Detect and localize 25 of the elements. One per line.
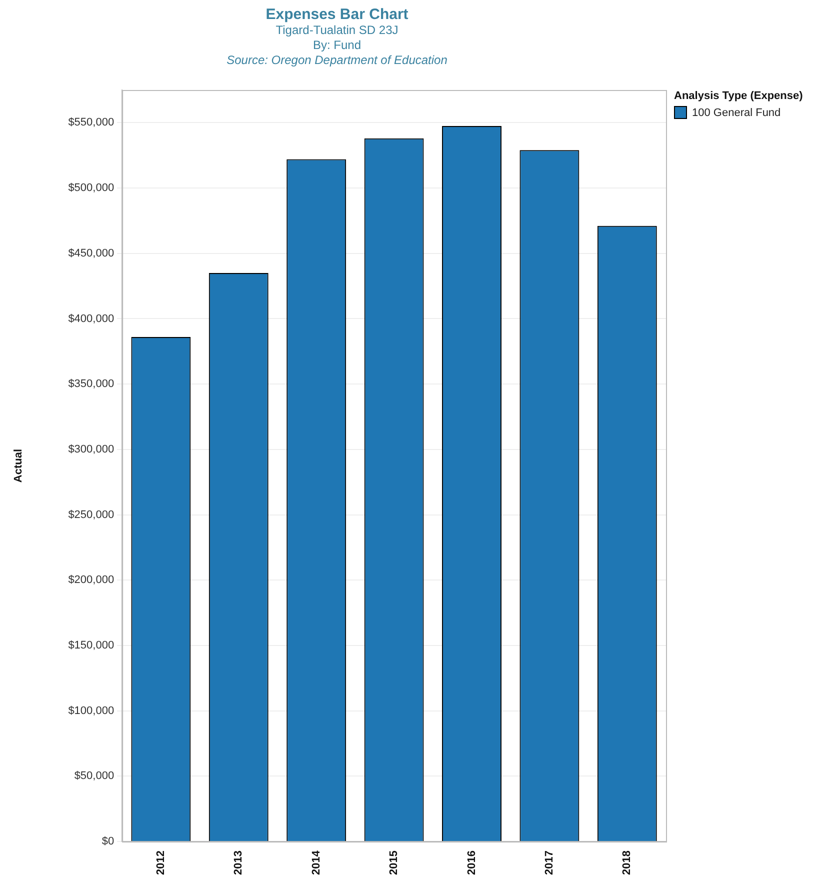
- y-tick-label: $500,000: [68, 182, 114, 194]
- source-note: Source: Oregon Department of Education: [226, 53, 448, 68]
- y-tick-label: $350,000: [68, 378, 114, 390]
- y-tick-label: $0: [102, 836, 114, 848]
- x-tick-label: 2013: [232, 850, 245, 876]
- y-tick-label: $150,000: [68, 640, 114, 652]
- chart-title: Expenses Bar Chart: [264, 6, 410, 23]
- x-tick-label: 2014: [310, 850, 322, 876]
- legend-title: Analysis Type (Expense): [674, 90, 803, 102]
- y-tick-label: $450,000: [68, 247, 114, 260]
- x-tick-label: 2016: [466, 850, 478, 876]
- y-tick-label: $200,000: [68, 574, 114, 586]
- chart-subtitle: Tigard-Tualatin SD 23J By: Fund: [274, 23, 400, 53]
- y-tick-label: $300,000: [68, 443, 114, 456]
- y-tick-label: $50,000: [74, 770, 114, 782]
- y-tick-label: $400,000: [68, 312, 114, 325]
- text: 100 General Fund: [692, 106, 781, 118]
- x-tick-label: 2015: [388, 850, 400, 876]
- y-axis-title: Actual: [12, 448, 25, 483]
- x-tick-label: 2018: [621, 850, 634, 876]
- y-tick-label: $100,000: [68, 704, 114, 717]
- x-tick-label: 2012: [154, 850, 167, 876]
- y-tick-label: $550,000: [68, 116, 114, 129]
- x-tick-label: 2017: [543, 850, 556, 876]
- y-tick-label: $250,000: [68, 508, 114, 521]
